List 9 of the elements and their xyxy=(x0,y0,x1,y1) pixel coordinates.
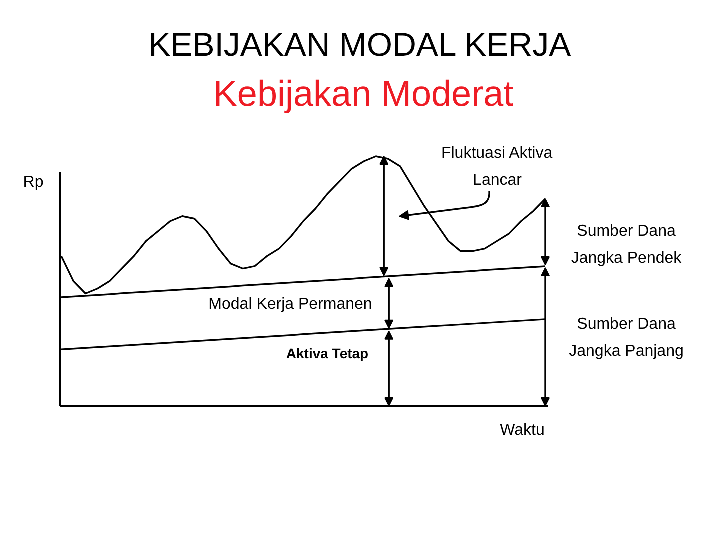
annotation: Modal Kerja Permanen xyxy=(208,296,372,313)
annotation: Fluktuasi Aktiva Lancar xyxy=(441,145,553,189)
chart-subtitle: Kebijakan Moderat xyxy=(213,73,514,114)
y-axis-title: Rp xyxy=(23,174,44,191)
text: Sumber Dana Jangka Pendek xyxy=(571,223,683,267)
chart-title: KEBIJAKAN MODAL KERJA xyxy=(148,26,572,63)
annotation: Aktiva Tetap xyxy=(286,346,369,362)
x-axis-title: Waktu xyxy=(500,422,545,439)
text: Sumber Dana Jangka Panjang xyxy=(569,316,684,360)
